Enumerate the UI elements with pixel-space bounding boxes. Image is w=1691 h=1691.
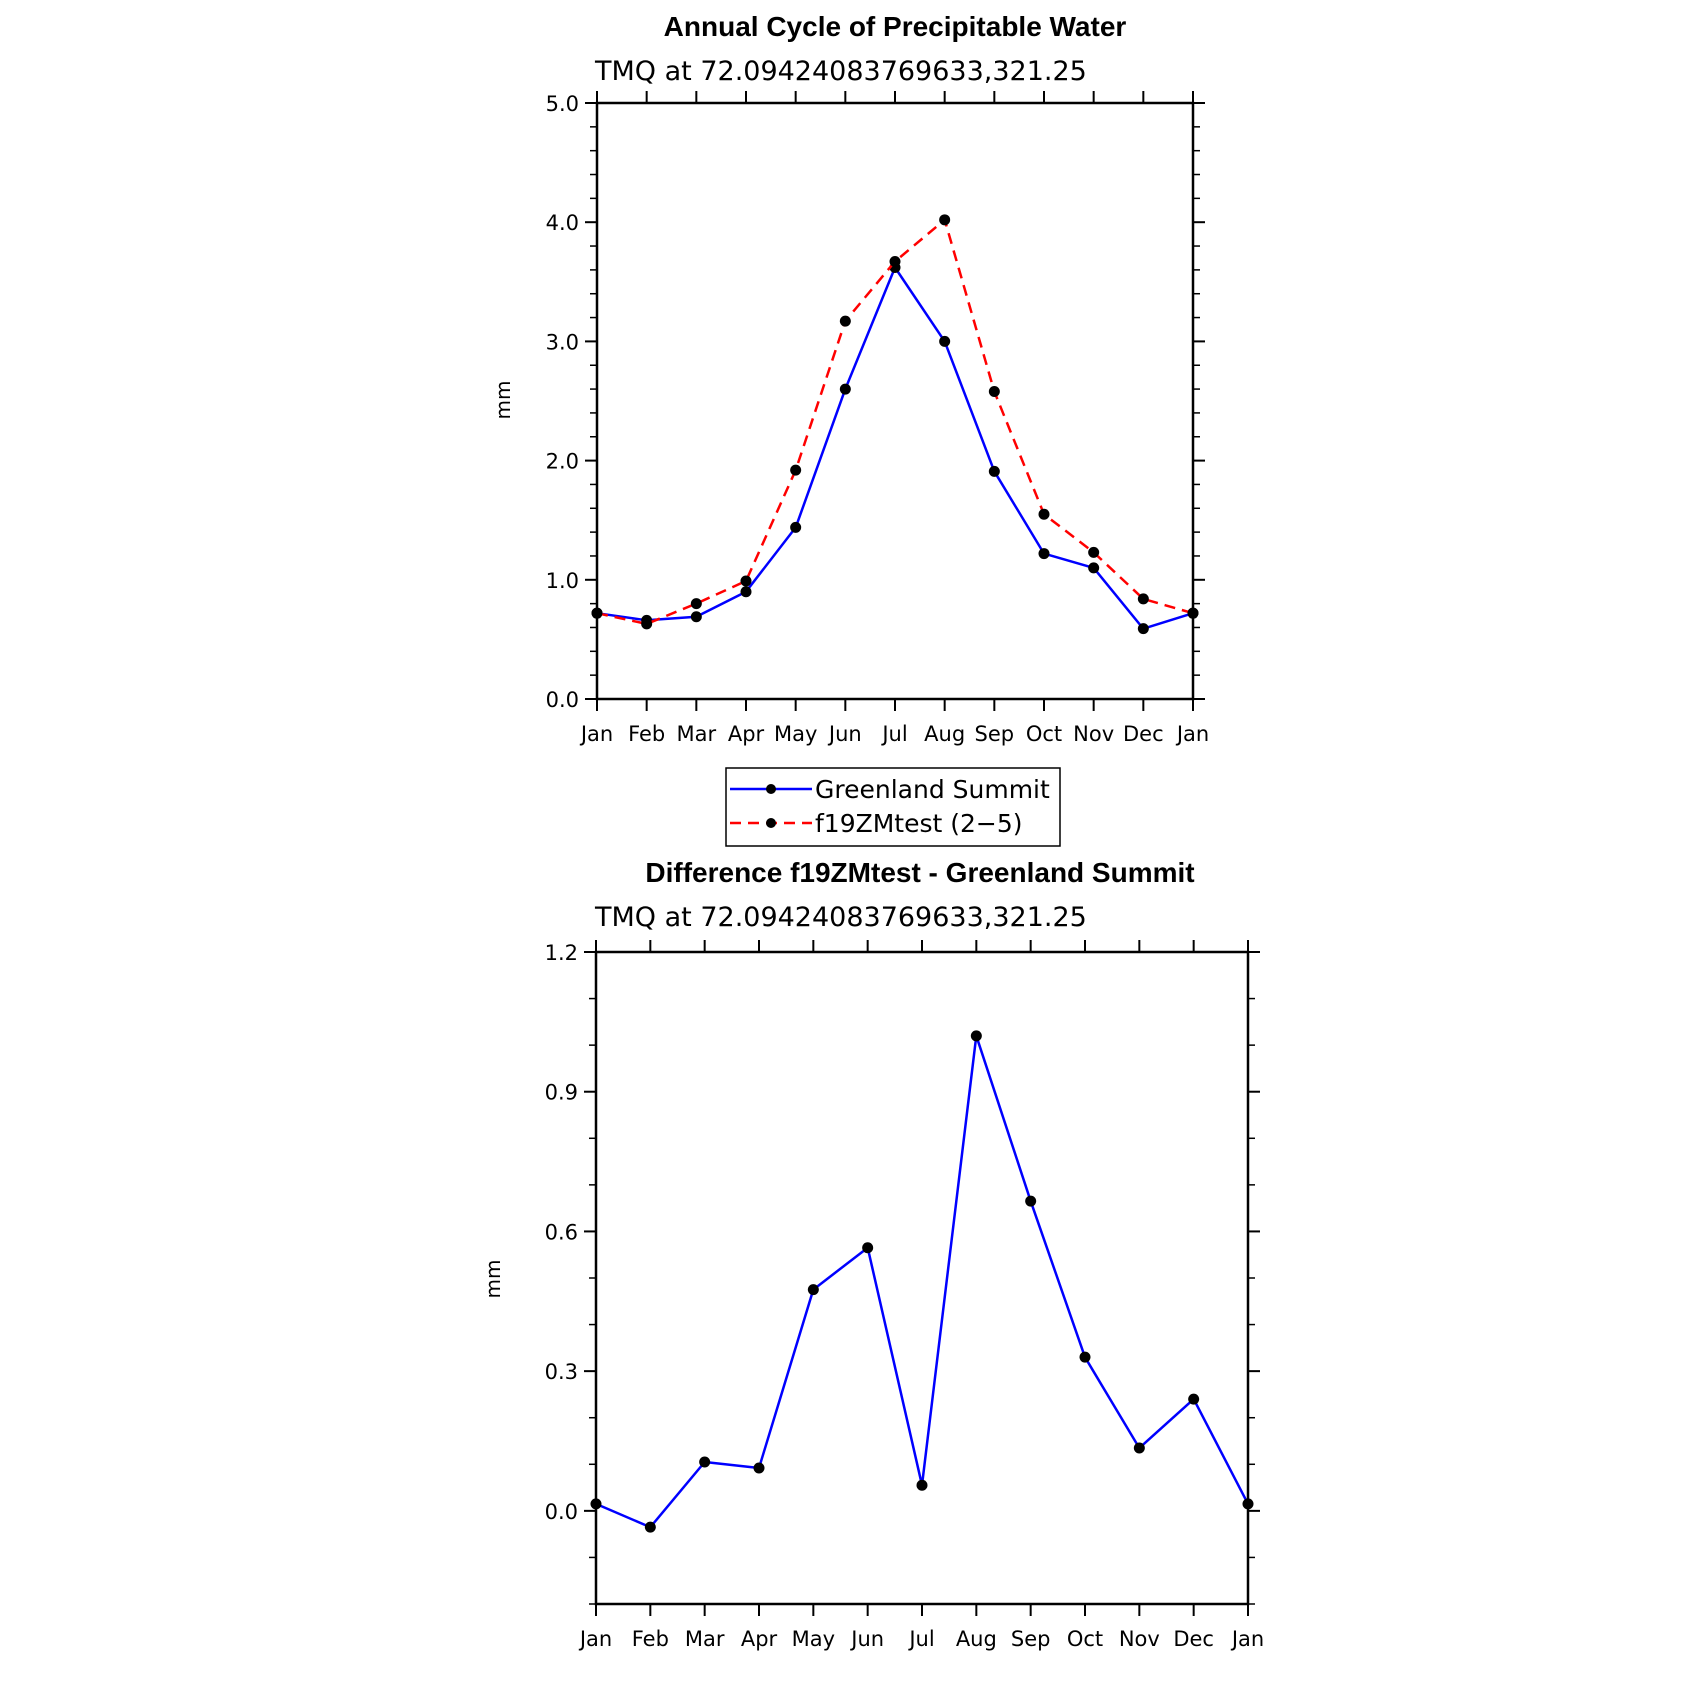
y-tick-label: 0.0	[546, 688, 579, 712]
data-point	[790, 521, 802, 533]
data-point	[690, 598, 702, 610]
series-line-0	[596, 266, 1194, 630]
data-point	[807, 1284, 819, 1296]
x-tick-label: Sep	[975, 722, 1015, 746]
data-point	[839, 383, 851, 395]
x-tick-label: Dec	[1123, 722, 1164, 746]
data-point	[690, 611, 702, 623]
chart-subtitle: TMQ at 72.09424083769633,321.25	[594, 902, 1087, 933]
legend: Greenland Summit f19ZMtest (2−5)	[725, 767, 1061, 847]
y-tick-label: 0.6	[545, 1220, 578, 1244]
chart-subtitle: TMQ at 72.09424083769633,321.25	[594, 56, 1087, 87]
data-point	[644, 1521, 656, 1533]
data-point	[970, 1030, 982, 1042]
x-tick-label: Jul	[880, 722, 907, 746]
x-tick-label: Jan	[579, 722, 613, 746]
x-tick-label: Feb	[628, 722, 665, 746]
series-line-1	[596, 218, 1194, 626]
x-tick-label: Mar	[677, 722, 717, 746]
x-tick-label: Oct	[1026, 722, 1062, 746]
data-point	[988, 465, 1000, 477]
x-tick-label: Nov	[1119, 1627, 1160, 1651]
y-tick-label: 2.0	[546, 450, 579, 474]
plot-area: Jan Feb Mar Apr May Jun Jul Aug Sep Oct Nov Dec Jan0…	[546, 91, 1209, 746]
precipitable-water-chart: Annual Cycle of Precipitable Water TMQ a…	[491, 11, 1209, 847]
data-point	[939, 214, 951, 226]
y-tick-label: 3.0	[546, 330, 579, 354]
data-point	[1088, 546, 1100, 558]
x-tick-label: Apr	[741, 1627, 778, 1651]
x-tick-label: Jun	[849, 1627, 884, 1651]
data-point	[1038, 508, 1050, 520]
data-point	[590, 1498, 602, 1510]
x-tick-label: Mar	[685, 1627, 725, 1651]
data-point	[1079, 1351, 1091, 1363]
x-tick-label: Jan	[1230, 1627, 1264, 1651]
data-point	[1242, 1498, 1254, 1510]
legend-label-greenland-summit: Greenland Summit	[815, 775, 1050, 804]
legend-marker-f19zmtest	[766, 818, 776, 828]
chart-title: Annual Cycle of Precipitable Water	[664, 11, 1127, 42]
y-tick-label: 1.0	[546, 569, 579, 593]
data-point	[939, 335, 951, 347]
x-tick-label: Aug	[924, 722, 965, 746]
data-point	[1137, 623, 1149, 635]
x-tick-label: Dec	[1173, 1627, 1214, 1651]
data-point	[1133, 1442, 1145, 1454]
x-tick-label: Sep	[1011, 1627, 1051, 1651]
x-tick-label: Jan	[1175, 722, 1209, 746]
y-tick-label: 5.0	[546, 92, 579, 116]
x-tick-label: Jul	[907, 1627, 934, 1651]
chart-title: Difference f19ZMtest - Greenland Summit	[645, 857, 1194, 888]
data-point	[641, 618, 653, 630]
data-point	[1137, 593, 1149, 605]
data-point	[839, 315, 851, 327]
data-point	[1188, 1393, 1200, 1405]
y-tick-label: 0.0	[545, 1500, 578, 1524]
data-point	[753, 1462, 765, 1474]
y-tick-label: 1.2	[545, 941, 578, 965]
difference-chart: Difference f19ZMtest - Greenland Summit …	[481, 857, 1264, 1651]
data-point	[591, 607, 603, 619]
y-axis-label: mm	[491, 381, 515, 420]
data-point	[1187, 607, 1199, 619]
plot-frame	[595, 101, 1195, 701]
data-point	[1038, 548, 1050, 560]
x-tick-label: Nov	[1073, 722, 1114, 746]
y-axis-label: mm	[481, 1260, 505, 1299]
data-point	[889, 256, 901, 268]
x-tick-label: Aug	[956, 1627, 997, 1651]
x-tick-label: May	[792, 1627, 835, 1651]
x-tick-label: Oct	[1067, 1627, 1103, 1651]
x-tick-label: Apr	[728, 722, 765, 746]
legend-box	[725, 767, 1061, 847]
x-tick-label: May	[774, 722, 817, 746]
legend-label-f19zmtest: f19ZMtest (2−5)	[815, 809, 1023, 838]
y-tick-label: 0.3	[545, 1360, 578, 1384]
y-tick-label: 4.0	[546, 211, 579, 235]
y-tick-label: 0.9	[545, 1081, 578, 1105]
data-point	[862, 1242, 874, 1254]
series-line-0	[595, 1034, 1250, 1529]
data-point	[916, 1479, 928, 1491]
data-point	[1088, 562, 1100, 574]
data-point	[699, 1456, 711, 1468]
data-point	[740, 586, 752, 598]
data-point	[1025, 1195, 1037, 1207]
data-point	[790, 464, 802, 476]
x-tick-label: Feb	[632, 1627, 669, 1651]
legend-marker-greenland-summit	[766, 784, 776, 794]
data-point	[988, 385, 1000, 397]
plot-frame	[594, 950, 1250, 1606]
x-tick-label: Jun	[827, 722, 862, 746]
plot-area: Jan Feb Mar Apr May Jun Jul Aug Sep Oct Nov Dec Jan 0…	[545, 940, 1264, 1651]
x-tick-label: Jan	[578, 1627, 612, 1651]
data-point	[740, 575, 752, 587]
